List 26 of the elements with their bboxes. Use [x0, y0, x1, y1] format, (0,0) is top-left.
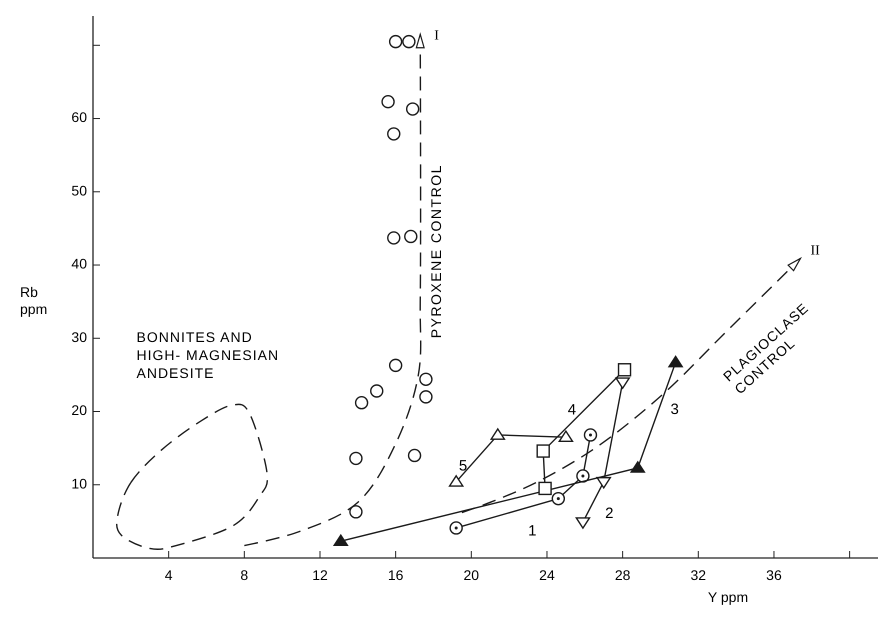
x-tick-label: 20 — [464, 567, 480, 583]
series-label: 1 — [528, 522, 536, 540]
x-tick-label: 4 — [164, 567, 173, 583]
x-axis-title: Y ppm — [708, 589, 748, 605]
series-label: 4 — [568, 401, 576, 418]
series-label: 3 — [670, 401, 679, 418]
x-tick-label: 32 — [690, 567, 706, 583]
x-tick-label: 8 — [240, 567, 248, 583]
y-axis-title: Rb ppm — [20, 284, 48, 318]
y-tick-label: 10 — [71, 475, 88, 492]
annotation: PYROXENE CONTROL — [428, 164, 444, 338]
y-tick-label: 30 — [71, 328, 88, 345]
x-tick-label: 36 — [766, 567, 782, 583]
y-tick-label: 40 — [71, 256, 88, 272]
y-tick-label: 20 — [71, 402, 88, 418]
x-tick-label: 28 — [614, 567, 631, 583]
x-tick-label: 24 — [539, 567, 555, 583]
x-tick-label: 16 — [388, 567, 404, 583]
y-tick-label: 60 — [71, 109, 88, 126]
x-tick-label: 12 — [312, 567, 328, 583]
annotation: II — [810, 243, 820, 258]
annotation: I — [434, 28, 440, 44]
series-label: 2 — [605, 504, 614, 522]
y-tick-label: 50 — [71, 182, 88, 198]
annotation: BONNITES AND HIGH- MAGNESIAN ANDESITE — [136, 328, 280, 381]
series-label: 5 — [458, 457, 468, 474]
